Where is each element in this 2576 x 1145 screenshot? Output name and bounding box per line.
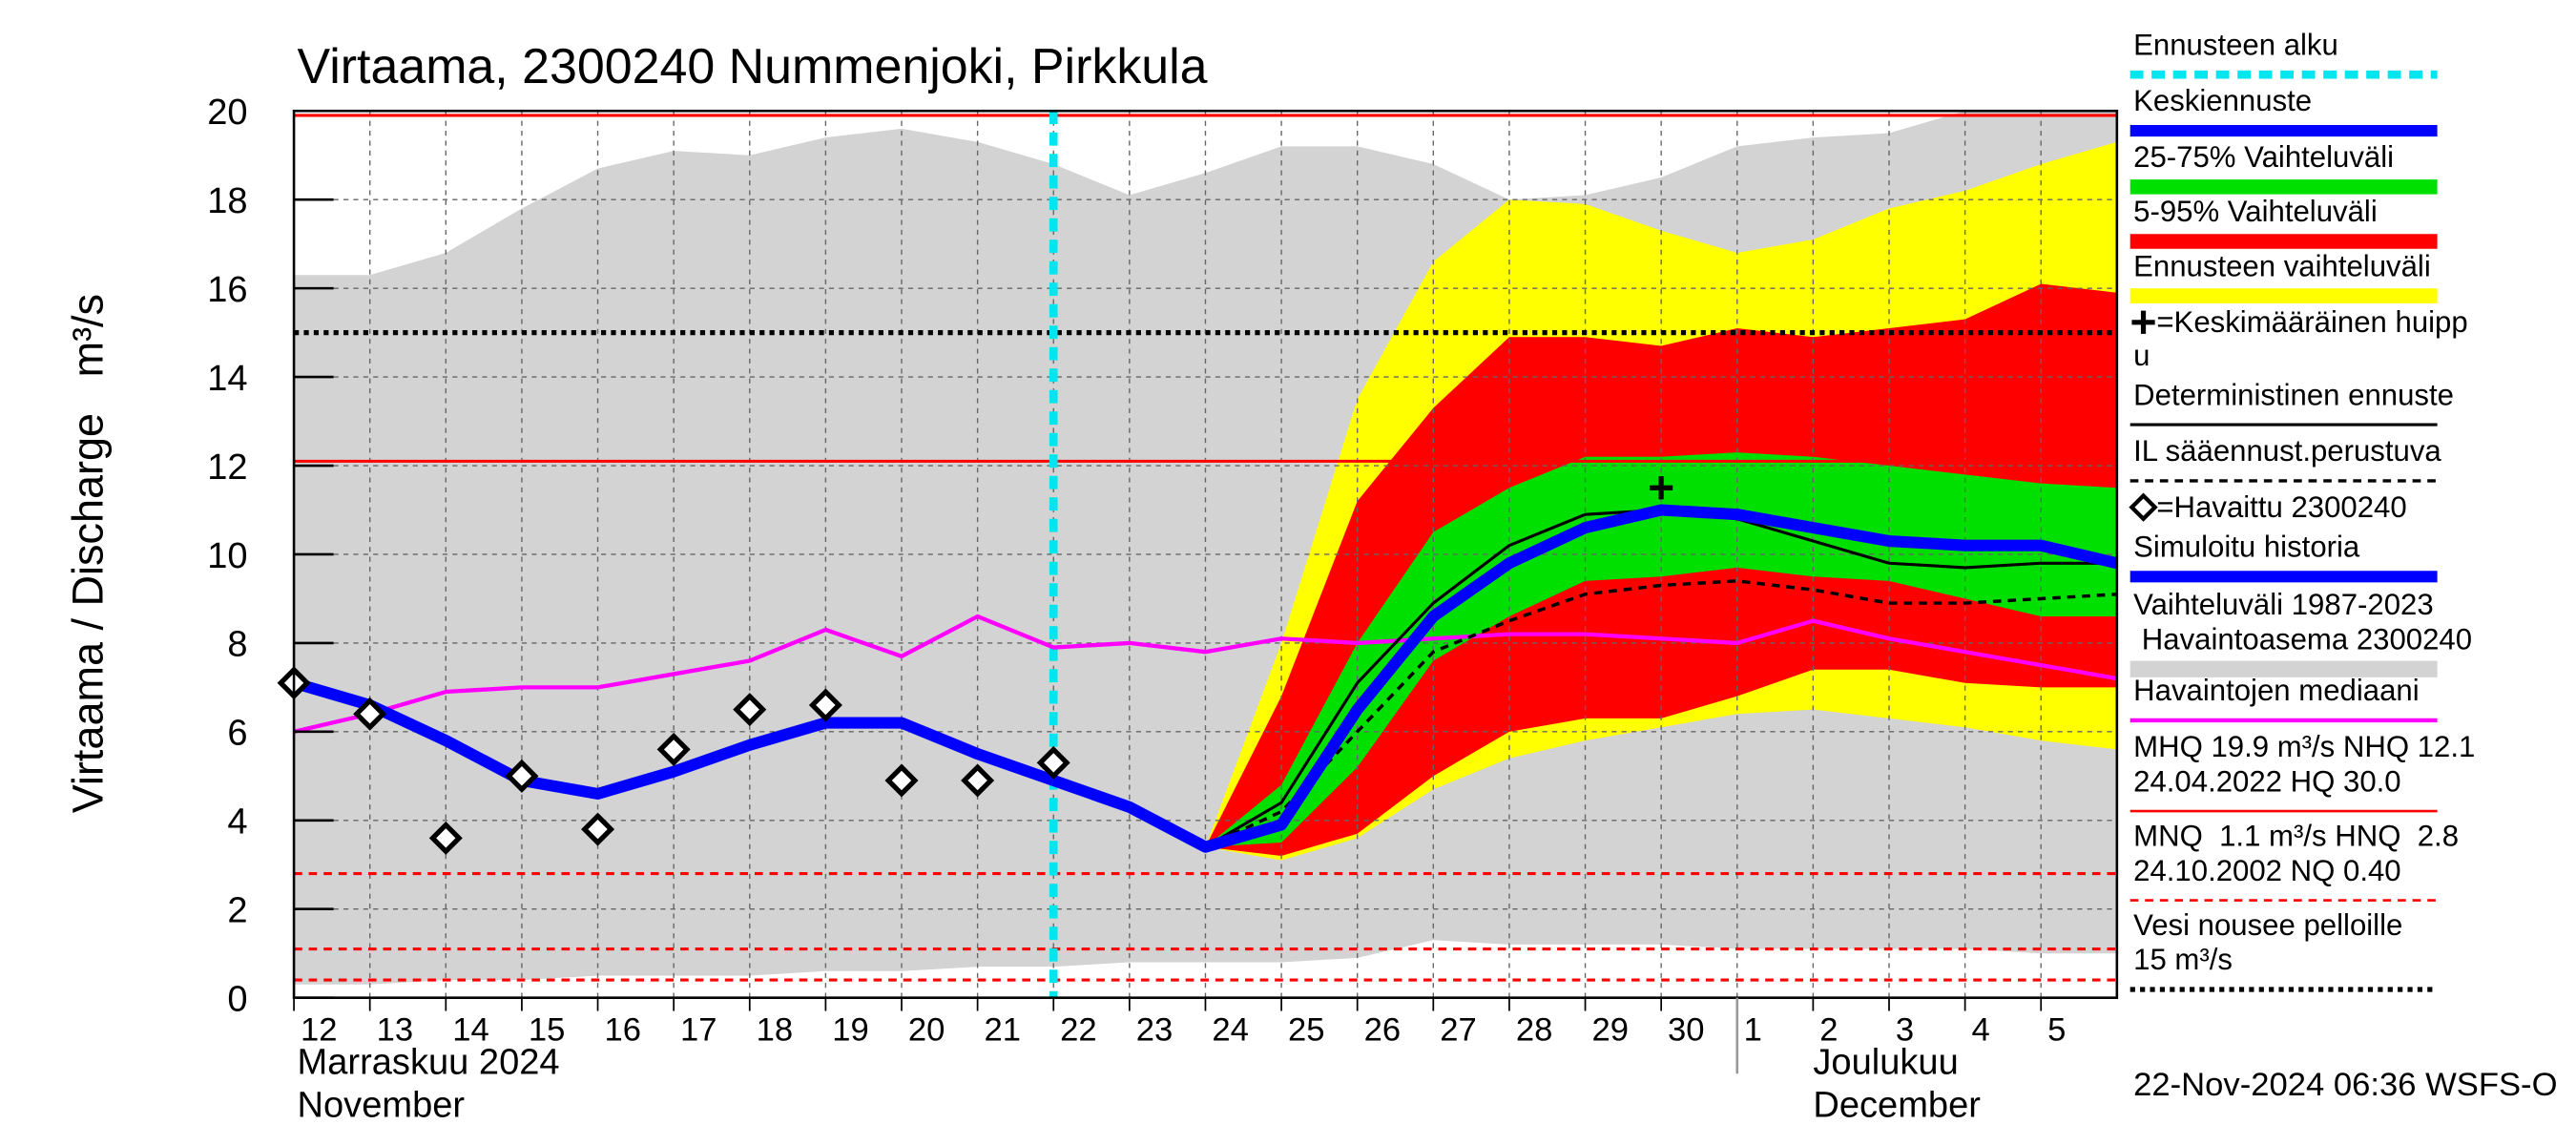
x-tick-label: 23 bbox=[1136, 1012, 1174, 1049]
legend-label: Ennusteen alku bbox=[2133, 28, 2338, 61]
legend-label: 24.04.2022 HQ 30.0 bbox=[2133, 764, 2400, 798]
legend-symbol bbox=[2129, 492, 2158, 522]
series-line bbox=[1204, 579, 2117, 849]
peak-marker bbox=[1650, 476, 1673, 500]
month-label: November bbox=[298, 1085, 466, 1125]
legend-label: MNQ 1.1 m³/s HNQ 2.8 bbox=[2133, 819, 2459, 852]
observed-point bbox=[353, 697, 387, 731]
legend-label: 24.10.2002 NQ 0.40 bbox=[2133, 854, 2400, 887]
legend-label: Vesi nousee pelloille bbox=[2133, 908, 2402, 942]
y-tick-label: 4 bbox=[227, 802, 247, 843]
series-line bbox=[292, 677, 1056, 800]
observed-point bbox=[1036, 745, 1070, 780]
observed-point bbox=[884, 763, 919, 798]
observed-point bbox=[961, 763, 995, 798]
x-tick-label: 1 bbox=[1744, 1012, 1762, 1049]
x-tick-label: 5 bbox=[2047, 1012, 2066, 1049]
y-tick-label: 2 bbox=[227, 891, 247, 931]
legend-label: MHQ 19.9 m³/s NHQ 12.1 bbox=[2133, 730, 2475, 763]
observed-point bbox=[505, 759, 539, 793]
y-tick-label: 20 bbox=[207, 93, 247, 133]
series-line bbox=[293, 614, 2118, 734]
x-tick-label: 15 bbox=[529, 1012, 566, 1049]
legend-label: =Havaittu 2300240 bbox=[2156, 490, 2406, 524]
y-tick-label: 6 bbox=[227, 714, 247, 754]
observed-point bbox=[428, 821, 463, 855]
x-tick-label: 16 bbox=[604, 1012, 641, 1049]
x-tick-label: 2 bbox=[1819, 1012, 1838, 1049]
y-tick-label: 16 bbox=[207, 270, 247, 310]
legend-label: IL sääennust.perustuva bbox=[2133, 434, 2441, 468]
legend-label: 15 m³/s bbox=[2133, 943, 2233, 976]
x-tick-label: 22 bbox=[1060, 1012, 1097, 1049]
y-tick-label: 14 bbox=[207, 359, 247, 399]
y-axis-label: Virtaama / Discharge m³/s bbox=[63, 294, 112, 813]
y-tick-label: 8 bbox=[227, 625, 247, 665]
x-tick-label: 28 bbox=[1516, 1012, 1553, 1049]
x-tick-label: 17 bbox=[680, 1012, 717, 1049]
x-tick-label: 25 bbox=[1288, 1012, 1325, 1049]
month-label: Marraskuu 2024 bbox=[298, 1042, 560, 1082]
y-tick-label: 18 bbox=[207, 181, 247, 221]
observed-point bbox=[808, 688, 842, 722]
legend-label: Keskiennuste bbox=[2133, 84, 2312, 117]
y-tick-label: 12 bbox=[207, 448, 247, 488]
legend-label: Ennusteen vaihteluväli bbox=[2133, 249, 2431, 282]
x-tick-label: 12 bbox=[301, 1012, 338, 1049]
legend-label: 5-95% Vaihteluväli bbox=[2133, 195, 2378, 228]
x-tick-label: 27 bbox=[1440, 1012, 1477, 1049]
legend-label: Simuloitu historia bbox=[2133, 531, 2360, 564]
observed-point bbox=[581, 812, 615, 846]
x-tick-label: 18 bbox=[757, 1012, 794, 1049]
x-tick-label: 24 bbox=[1212, 1012, 1249, 1049]
x-tick-label: 13 bbox=[377, 1012, 414, 1049]
x-tick-label: 21 bbox=[985, 1012, 1022, 1049]
legend-label: Vaihteluväli 1987-2023 bbox=[2133, 588, 2434, 621]
x-tick-label: 4 bbox=[1972, 1012, 1990, 1049]
observed-point bbox=[733, 693, 767, 727]
x-tick-label: 29 bbox=[1591, 1012, 1629, 1049]
x-tick-label: 30 bbox=[1668, 1012, 1704, 1049]
plot-area bbox=[277, 109, 2155, 1074]
x-tick-label: 14 bbox=[452, 1012, 489, 1049]
legend-label: Havaintojen mediaani bbox=[2133, 674, 2420, 707]
x-tick-label: 19 bbox=[832, 1012, 869, 1049]
x-tick-label: 26 bbox=[1364, 1012, 1402, 1049]
legend-label: Deterministinen ennuste bbox=[2133, 378, 2454, 411]
legend-label: =Keskimääräinen huipp bbox=[2156, 305, 2467, 339]
timestamp: 22-Nov-2024 06:36 WSFS-O bbox=[2133, 1067, 2557, 1103]
series-line bbox=[1051, 504, 2119, 853]
observed-point bbox=[656, 732, 691, 766]
legend-label: Havaintoasema 2300240 bbox=[2133, 622, 2472, 656]
chart-title: Virtaama, 2300240 Nummenjoki, Pirkkula bbox=[298, 39, 1208, 94]
month-label: December bbox=[1813, 1085, 1981, 1125]
legend-symbol bbox=[2131, 310, 2155, 334]
x-tick-label: 20 bbox=[908, 1012, 945, 1049]
y-tick-label: 0 bbox=[227, 980, 247, 1020]
month-label: Joulukuu bbox=[1813, 1042, 1958, 1082]
legend-label: u bbox=[2133, 339, 2150, 372]
x-tick-label: 3 bbox=[1896, 1012, 1914, 1049]
y-tick-label: 10 bbox=[207, 536, 247, 576]
legend-label: 25-75% Vaihteluväli bbox=[2133, 140, 2394, 174]
